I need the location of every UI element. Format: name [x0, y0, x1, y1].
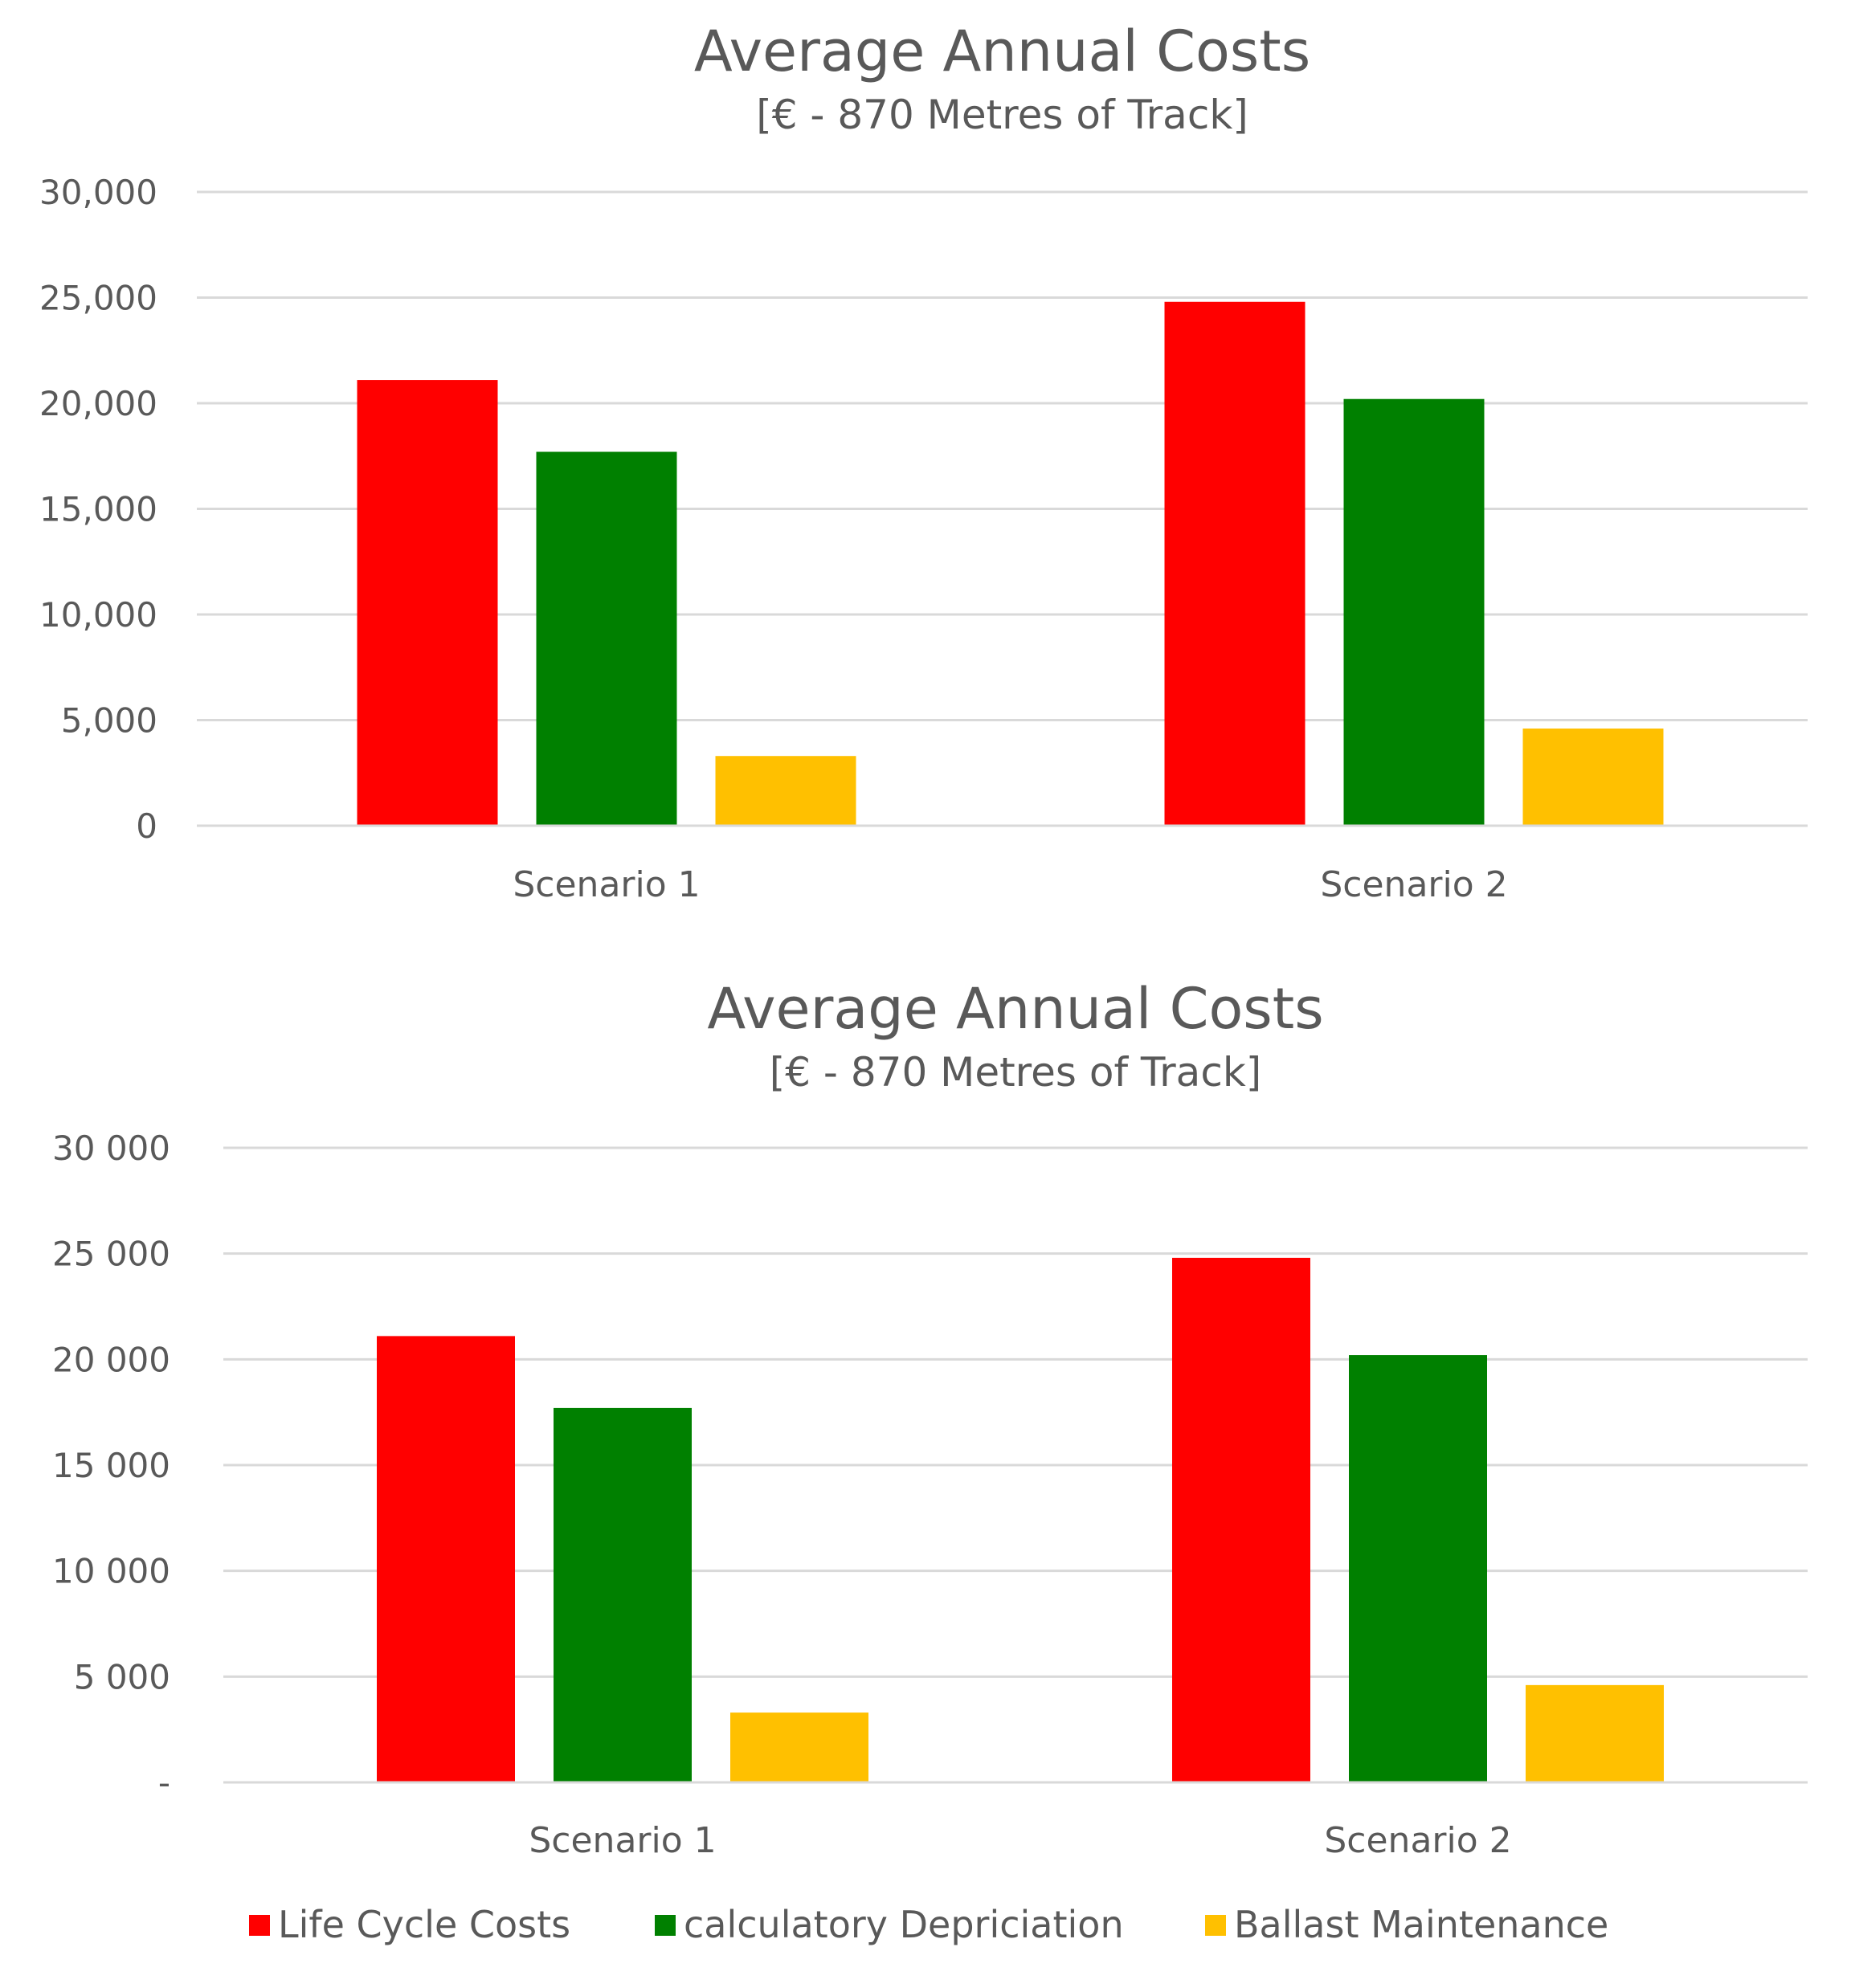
chart-title: Average Annual Costs	[707, 976, 1323, 1042]
y-tick-label: 30,000	[39, 173, 157, 212]
x-category-label: Scenario 1	[529, 1820, 716, 1861]
bar-life-cycle-costs-scenario-2	[1164, 301, 1306, 826]
legend: Life Cycle Costs calculatory Depriciation…	[249, 1903, 1608, 1946]
bar-calculatory-depriciation-scenario-1	[554, 1407, 692, 1782]
y-tick-label: 5 000	[74, 1657, 170, 1696]
bar-ballast-maintenance-scenario-2	[1526, 1684, 1664, 1782]
chart-subtitle: [€ - 870 Metres of Track]	[756, 92, 1248, 138]
legend-label: Ballast Maintenance	[1234, 1903, 1608, 1946]
bar-ballast-maintenance-scenario-2	[1522, 729, 1664, 826]
y-tick-label: 25 000	[52, 1235, 170, 1274]
y-tick-label: 15,000	[39, 490, 157, 529]
y-tick-label: 10 000	[52, 1552, 170, 1591]
y-tick-label: 30 000	[52, 1129, 170, 1168]
legend-label: Life Cycle Costs	[278, 1903, 570, 1946]
bar-life-cycle-costs-scenario-2	[1172, 1257, 1310, 1782]
chart-title: Average Annual Costs	[694, 18, 1310, 84]
bar-calculatory-depriciation-scenario-2	[1349, 1355, 1487, 1782]
chart-2: Average Annual Costs [€ - 870 Metres of T…	[52, 976, 1808, 1946]
y-tick-label: 15 000	[52, 1446, 170, 1485]
bar-calculatory-depriciation-scenario-1	[536, 451, 677, 826]
y-tick-label: 5,000	[61, 701, 157, 741]
y-tick-label: 20 000	[52, 1340, 170, 1379]
legend-item: Life Cycle Costs	[249, 1903, 570, 1946]
x-category-label: Scenario 2	[1324, 1820, 1511, 1861]
legend-swatch	[655, 1915, 676, 1936]
legend-label: calculatory Depriciation	[684, 1903, 1124, 1946]
bar-ballast-maintenance-scenario-1	[730, 1712, 868, 1782]
bar-life-cycle-costs-scenario-1	[377, 1336, 515, 1782]
x-category-label: Scenario 1	[513, 864, 700, 905]
y-tick-label: -	[158, 1763, 170, 1802]
bar-calculatory-depriciation-scenario-2	[1343, 398, 1485, 826]
y-tick-label: 20,000	[39, 384, 157, 423]
chart-subtitle: [€ - 870 Metres of Track]	[770, 1049, 1262, 1096]
bar-life-cycle-costs-scenario-1	[357, 380, 498, 826]
legend-item: Ballast Maintenance	[1205, 1903, 1608, 1946]
chart-1: Average Annual Costs [€ - 870 Metres of T…	[39, 18, 1808, 905]
x-category-label: Scenario 2	[1320, 864, 1507, 905]
y-tick-label: 25,000	[39, 279, 157, 318]
y-tick-label: 0	[136, 806, 157, 846]
bar-ballast-maintenance-scenario-1	[715, 756, 856, 826]
y-tick-label: 10,000	[39, 595, 157, 635]
legend-swatch	[1205, 1915, 1226, 1936]
legend-swatch	[249, 1915, 270, 1936]
legend-item: calculatory Depriciation	[655, 1903, 1124, 1946]
